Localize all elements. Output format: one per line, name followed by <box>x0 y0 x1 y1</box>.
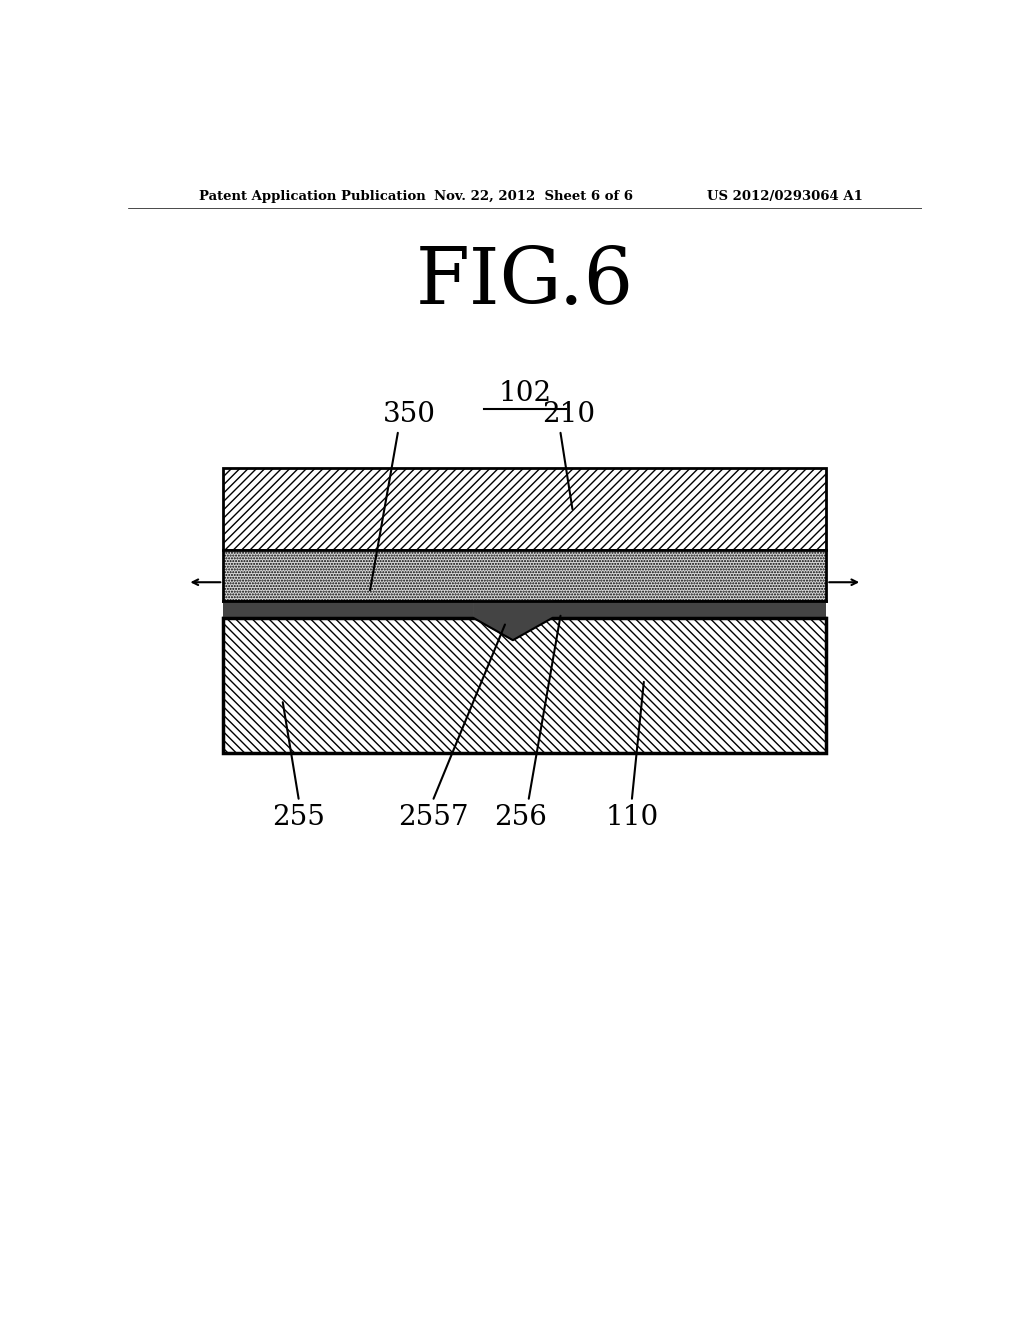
Text: 256: 256 <box>495 804 547 830</box>
Text: 210: 210 <box>542 401 595 428</box>
Text: 102: 102 <box>499 380 551 408</box>
Text: 2557: 2557 <box>398 804 469 830</box>
Bar <box>553 601 826 618</box>
Bar <box>223 549 826 601</box>
Bar <box>223 618 826 752</box>
Bar <box>223 469 826 549</box>
Text: 255: 255 <box>272 804 325 830</box>
Text: 350: 350 <box>383 401 436 428</box>
Text: FIG.6: FIG.6 <box>416 244 634 321</box>
Text: Patent Application Publication: Patent Application Publication <box>200 190 426 202</box>
Bar <box>223 601 473 618</box>
Text: 110: 110 <box>605 804 658 830</box>
Text: Nov. 22, 2012  Sheet 6 of 6: Nov. 22, 2012 Sheet 6 of 6 <box>433 190 633 202</box>
Polygon shape <box>473 601 553 640</box>
Text: US 2012/0293064 A1: US 2012/0293064 A1 <box>708 190 863 202</box>
